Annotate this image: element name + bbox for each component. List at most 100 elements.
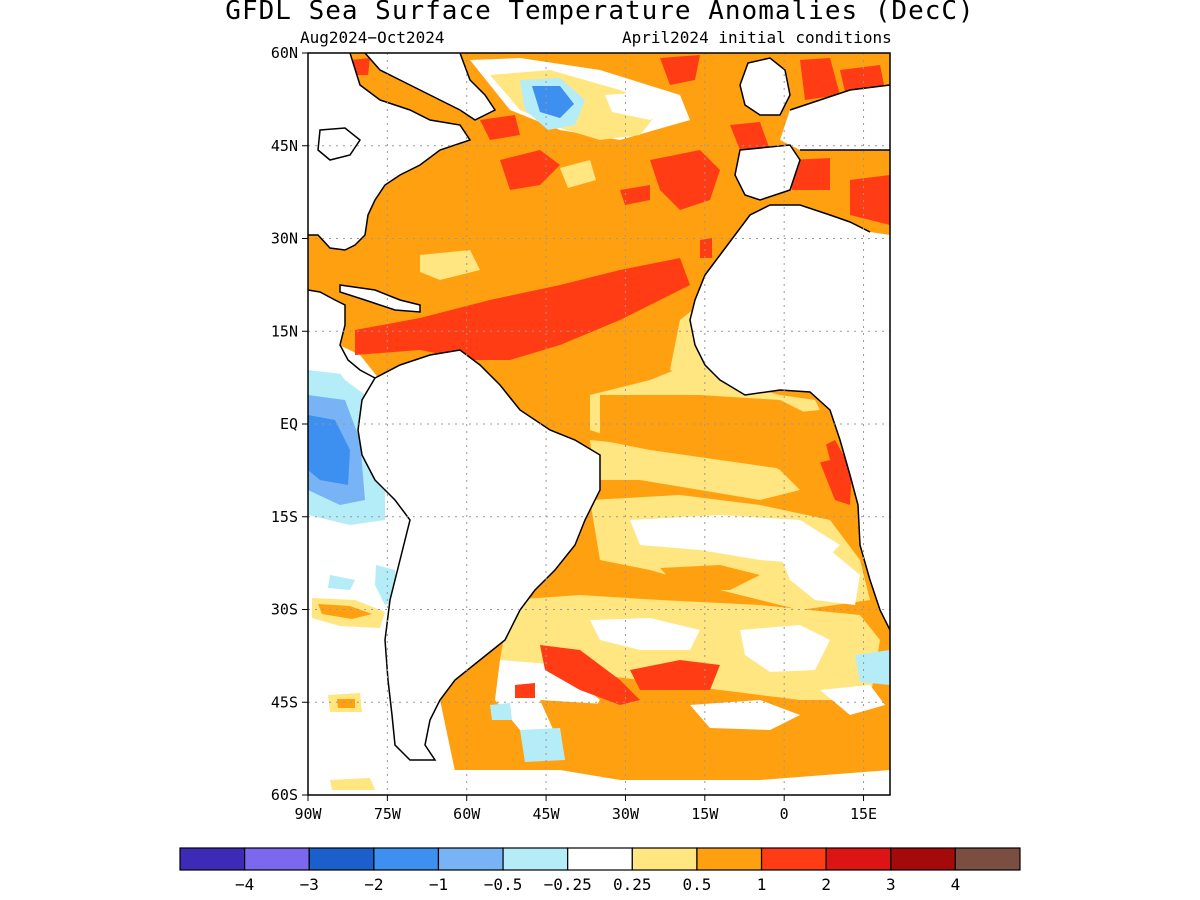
lat-tick-label: 45N	[271, 137, 298, 155]
coastlines	[308, 53, 890, 761]
south-atlantic-orange-1	[660, 565, 760, 590]
lat-tick-label: 30N	[271, 230, 298, 248]
pacific-warm-patch-core	[318, 604, 372, 619]
lat-tick-label: 30S	[271, 601, 298, 619]
colorbar: −4 −3 −2 −1 −0.5 −0.25 0.25 0.5 1 2 3 4	[179, 847, 1021, 894]
colorbar-swatch	[825, 847, 892, 871]
coast-labrador	[364, 53, 497, 121]
south-atlantic-cool-patch-2	[855, 650, 890, 685]
south-atlantic-white-3	[590, 618, 700, 650]
coast-south-america	[357, 349, 601, 761]
lat-tick-label: 45S	[271, 693, 298, 711]
colorbar-label: 0.25	[613, 875, 652, 894]
lat-tick-label: 15N	[271, 322, 298, 340]
south-atlantic-cool-patch-3	[490, 703, 512, 720]
lon-tick-label: 15E	[850, 805, 877, 823]
north-atlantic-red-streak-3	[620, 185, 650, 205]
mediterranean-red-2	[850, 175, 890, 225]
latitude-axis: 60N 45N 30N 15N EQ 15S 30S 45S 60S	[271, 44, 308, 804]
south-atlantic-white-6	[690, 700, 800, 730]
southern-ocean-yellow	[330, 778, 375, 790]
lon-tick-label: 15W	[691, 805, 719, 823]
colorbar-swatch	[696, 847, 763, 871]
coast-europe	[789, 84, 890, 111]
cuba-land	[340, 285, 420, 312]
period-subtitle: Aug2024−Oct2024	[300, 28, 445, 47]
south-atlantic-white-1	[630, 515, 840, 565]
north-atlantic-white-patch-2	[420, 250, 480, 280]
south-atlantic-red-belt	[540, 645, 640, 705]
colorbar-swatch	[308, 847, 375, 871]
colorbar-label: 2	[821, 875, 831, 894]
lon-tick-label: 60W	[453, 805, 481, 823]
coast-british-isles	[739, 57, 791, 116]
colorbar-swatch	[760, 847, 827, 871]
pacific-warm-patch-south-core	[337, 699, 355, 708]
lon-tick-label: 90W	[294, 805, 322, 823]
central-america-land	[308, 290, 380, 395]
south-atlantic-cool-patch	[520, 728, 565, 762]
lat-tick-label: EQ	[280, 415, 298, 433]
europe-north-land	[780, 85, 890, 150]
grid	[308, 53, 890, 795]
pacific-cold-core	[308, 415, 350, 485]
arctic-red	[840, 65, 885, 92]
longitude-axis: 90W 75W 60W 45W 30W 15W 0 15E	[294, 795, 877, 823]
north-atlantic-red-streak-6	[730, 122, 770, 150]
colorbar-swatch	[373, 847, 440, 871]
colorbar-label: −0.25	[544, 875, 592, 894]
colorbar-swatch	[631, 847, 698, 871]
colorbar-swatch	[954, 847, 1021, 871]
coast-africa	[689, 204, 890, 631]
lat-tick-label: 15S	[271, 508, 298, 526]
south-atlantic-red-belt-3	[515, 683, 535, 698]
colorbar-swatch	[502, 847, 569, 871]
south-atlantic-orange-south	[540, 700, 890, 775]
north-atlantic-red-streak-7	[700, 238, 712, 258]
north-america-land	[308, 53, 470, 250]
lon-tick-label: 45W	[533, 805, 561, 823]
colorbar-swatch	[244, 847, 310, 871]
north-atlantic-white-patch-1	[605, 92, 675, 120]
south-atlantic-white-7	[820, 685, 885, 715]
north-atlantic-red-streak-4	[480, 115, 520, 140]
southern-ocean-white	[308, 770, 890, 795]
south-atlantic-white-2	[780, 550, 860, 605]
anomaly-field	[308, 53, 890, 795]
coast-great-lakes	[317, 127, 362, 161]
south-america-land	[358, 350, 600, 760]
coast-north-america	[308, 53, 472, 251]
north-atlantic-red-streak-5	[660, 55, 700, 85]
south-atlantic-white-4	[740, 625, 830, 672]
gulf-guinea-orange	[600, 395, 830, 470]
coast-central-america	[308, 289, 376, 379]
colorbar-label: 4	[951, 875, 961, 894]
coast-cuba	[339, 284, 421, 313]
north-atlantic-red-streak-2	[650, 150, 720, 210]
lon-tick-label: 30W	[612, 805, 640, 823]
north-sea-red	[800, 58, 840, 100]
colorbar-swatch	[890, 847, 956, 871]
north-atlantic-white-patch-3	[560, 160, 596, 188]
lon-tick-label: 0	[780, 805, 789, 823]
british-isles-land	[740, 58, 790, 115]
pacific-cool-streak	[328, 575, 355, 590]
mediterranean-red-1	[790, 158, 830, 190]
lat-tick-label: 60S	[271, 786, 298, 804]
lon-tick-label: 75W	[374, 805, 402, 823]
north-america-coast-upper	[365, 53, 495, 120]
colorbar-label: 0.5	[682, 875, 711, 894]
north-atlantic-cold	[532, 86, 574, 118]
initial-conditions-subtitle: April2024 initial conditions	[622, 28, 892, 47]
colorbar-swatch	[567, 847, 633, 871]
colorbar-swatch	[437, 847, 504, 871]
colorbar-label: −0.5	[484, 875, 523, 894]
map-title: GFDL Sea Surface Temperature Anomalies (…	[225, 0, 975, 26]
africa-europe-land	[690, 53, 890, 630]
colorbar-label: 3	[886, 875, 896, 894]
colorbar-swatch	[179, 847, 246, 871]
colorbar-label: −1	[429, 875, 448, 894]
colorbar-label: −3	[300, 875, 319, 894]
coast-iberia	[734, 144, 801, 201]
